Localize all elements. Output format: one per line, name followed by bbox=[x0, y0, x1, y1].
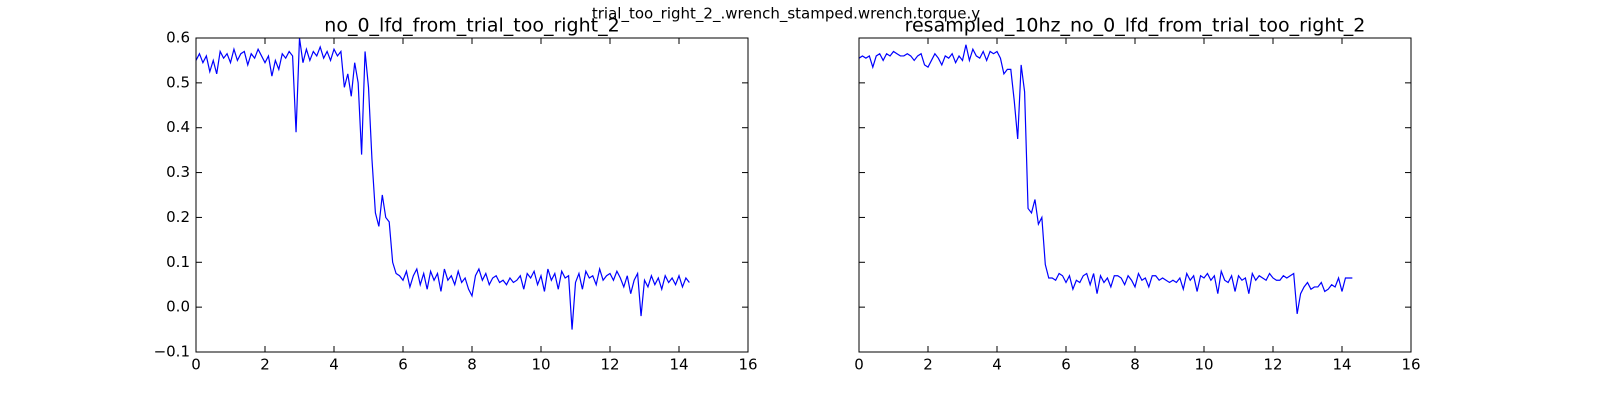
x-tick-label: 0 bbox=[854, 356, 864, 374]
x-tick-label: 16 bbox=[1401, 356, 1420, 374]
x-tick-label: 0 bbox=[191, 356, 201, 374]
y-tick-label: 0.6 bbox=[166, 29, 190, 47]
x-tick-label: 10 bbox=[531, 356, 550, 374]
subplot-title: no_0_lfd_from_trial_too_right_2 bbox=[324, 15, 619, 37]
x-tick-label: 4 bbox=[329, 356, 339, 374]
figure-title: trial_too_right_2_.wrench_stamped.wrench… bbox=[592, 5, 980, 24]
plot-area bbox=[859, 38, 1411, 352]
x-tick-label: 2 bbox=[923, 356, 933, 374]
subplot-title: resampled_10hz_no_0_lfd_from_trial_too_r… bbox=[905, 15, 1366, 37]
x-tick-label: 16 bbox=[738, 356, 757, 374]
y-tick-label: 0.3 bbox=[166, 163, 190, 181]
y-tick-label: −0.1 bbox=[154, 343, 190, 361]
data-line bbox=[858, 44, 1353, 314]
x-tick-label: 8 bbox=[467, 356, 477, 374]
plot-area bbox=[196, 38, 748, 352]
y-tick-label: 0.0 bbox=[166, 298, 190, 316]
y-tick-label: 0.4 bbox=[166, 118, 190, 136]
y-tick-label: 0.2 bbox=[166, 208, 190, 226]
y-tick-label: 0.5 bbox=[166, 73, 190, 91]
x-tick-label: 4 bbox=[992, 356, 1002, 374]
y-tick-label: 0.1 bbox=[166, 253, 190, 271]
x-tick-label: 12 bbox=[1263, 356, 1282, 374]
x-tick-label: 2 bbox=[260, 356, 270, 374]
x-tick-label: 10 bbox=[1194, 356, 1213, 374]
x-tick-label: 12 bbox=[600, 356, 619, 374]
x-tick-label: 14 bbox=[1332, 356, 1351, 374]
data-line bbox=[195, 37, 690, 330]
x-tick-label: 14 bbox=[669, 356, 688, 374]
x-tick-label: 6 bbox=[1061, 356, 1071, 374]
x-tick-label: 8 bbox=[1130, 356, 1140, 374]
x-tick-label: 6 bbox=[398, 356, 408, 374]
